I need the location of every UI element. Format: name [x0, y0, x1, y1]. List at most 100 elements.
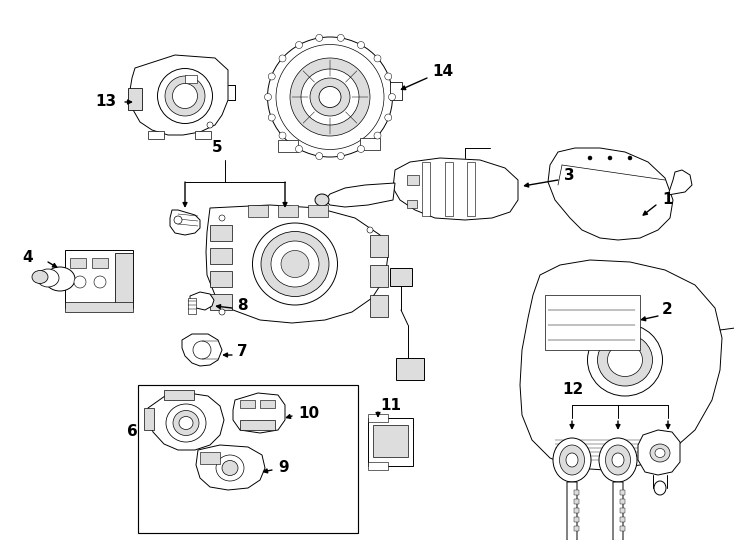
Text: 10: 10 [298, 406, 319, 421]
Text: 11: 11 [380, 397, 401, 413]
Bar [368, 414, 388, 422]
Bar [422, 162, 430, 216]
Bar [164, 390, 194, 400]
Ellipse shape [279, 55, 286, 62]
Ellipse shape [608, 343, 642, 376]
Bar [70, 258, 86, 268]
Ellipse shape [599, 438, 637, 482]
Bar [620, 490, 625, 495]
Ellipse shape [74, 276, 86, 288]
Ellipse shape [281, 251, 309, 278]
Ellipse shape [337, 153, 344, 160]
Text: 8: 8 [237, 298, 247, 313]
Ellipse shape [559, 445, 584, 475]
Bar [370, 235, 388, 257]
Text: 9: 9 [278, 461, 288, 476]
Bar [195, 131, 211, 139]
Bar [574, 499, 579, 504]
Ellipse shape [222, 461, 238, 476]
Polygon shape [233, 393, 285, 433]
Polygon shape [196, 445, 265, 490]
Text: 4: 4 [22, 251, 32, 266]
Ellipse shape [94, 276, 106, 288]
Bar [65, 302, 133, 312]
Ellipse shape [216, 455, 244, 481]
Ellipse shape [315, 194, 329, 206]
Bar [128, 88, 142, 110]
Bar [368, 418, 413, 466]
Bar [240, 400, 255, 408]
Ellipse shape [296, 42, 302, 49]
Ellipse shape [166, 404, 206, 442]
Ellipse shape [628, 156, 632, 160]
Ellipse shape [279, 132, 286, 139]
Bar [210, 271, 232, 287]
Bar [248, 205, 268, 217]
Bar [278, 205, 298, 217]
Ellipse shape [655, 449, 665, 457]
Ellipse shape [612, 453, 624, 467]
Ellipse shape [388, 93, 396, 100]
Bar [574, 517, 579, 522]
Ellipse shape [316, 35, 323, 42]
Polygon shape [148, 393, 224, 450]
Ellipse shape [32, 271, 48, 284]
Ellipse shape [385, 73, 392, 80]
Ellipse shape [174, 216, 182, 224]
Ellipse shape [276, 44, 384, 150]
Ellipse shape [316, 153, 323, 160]
Text: 6: 6 [127, 424, 138, 440]
Bar [188, 298, 196, 314]
Ellipse shape [268, 114, 275, 121]
Ellipse shape [310, 78, 350, 116]
Ellipse shape [261, 232, 329, 296]
Bar [210, 248, 232, 264]
Text: 5: 5 [212, 140, 222, 156]
Ellipse shape [219, 215, 225, 221]
Ellipse shape [301, 69, 359, 125]
Bar [308, 205, 328, 217]
Bar [445, 162, 453, 216]
Bar [360, 138, 380, 150]
Bar [185, 75, 197, 83]
Ellipse shape [566, 453, 578, 467]
Ellipse shape [374, 55, 381, 62]
Ellipse shape [588, 156, 592, 160]
Polygon shape [182, 334, 222, 366]
Polygon shape [393, 158, 518, 220]
Bar [396, 358, 424, 380]
Bar [368, 462, 388, 470]
Ellipse shape [290, 58, 370, 136]
Ellipse shape [296, 145, 302, 152]
Polygon shape [668, 170, 692, 195]
Bar [260, 400, 275, 408]
Ellipse shape [367, 227, 373, 233]
Ellipse shape [608, 156, 612, 160]
Bar [390, 268, 412, 286]
Bar [210, 294, 232, 310]
Bar [200, 452, 220, 464]
Ellipse shape [606, 445, 631, 475]
Polygon shape [613, 482, 623, 540]
Ellipse shape [172, 84, 197, 109]
Ellipse shape [654, 481, 666, 495]
Polygon shape [325, 183, 395, 207]
Text: 13: 13 [95, 94, 116, 110]
Bar [240, 420, 275, 430]
Polygon shape [170, 210, 200, 235]
Bar [620, 499, 625, 504]
Ellipse shape [158, 69, 213, 124]
Ellipse shape [650, 444, 670, 462]
Ellipse shape [268, 73, 275, 80]
Bar [138, 385, 358, 533]
Bar [370, 295, 388, 317]
Polygon shape [548, 148, 673, 240]
Ellipse shape [165, 76, 205, 116]
Bar [620, 517, 625, 522]
Ellipse shape [264, 93, 272, 100]
Text: 7: 7 [237, 345, 247, 360]
Bar [144, 408, 154, 430]
Bar [620, 526, 625, 531]
Bar [373, 425, 408, 457]
Ellipse shape [357, 145, 365, 152]
